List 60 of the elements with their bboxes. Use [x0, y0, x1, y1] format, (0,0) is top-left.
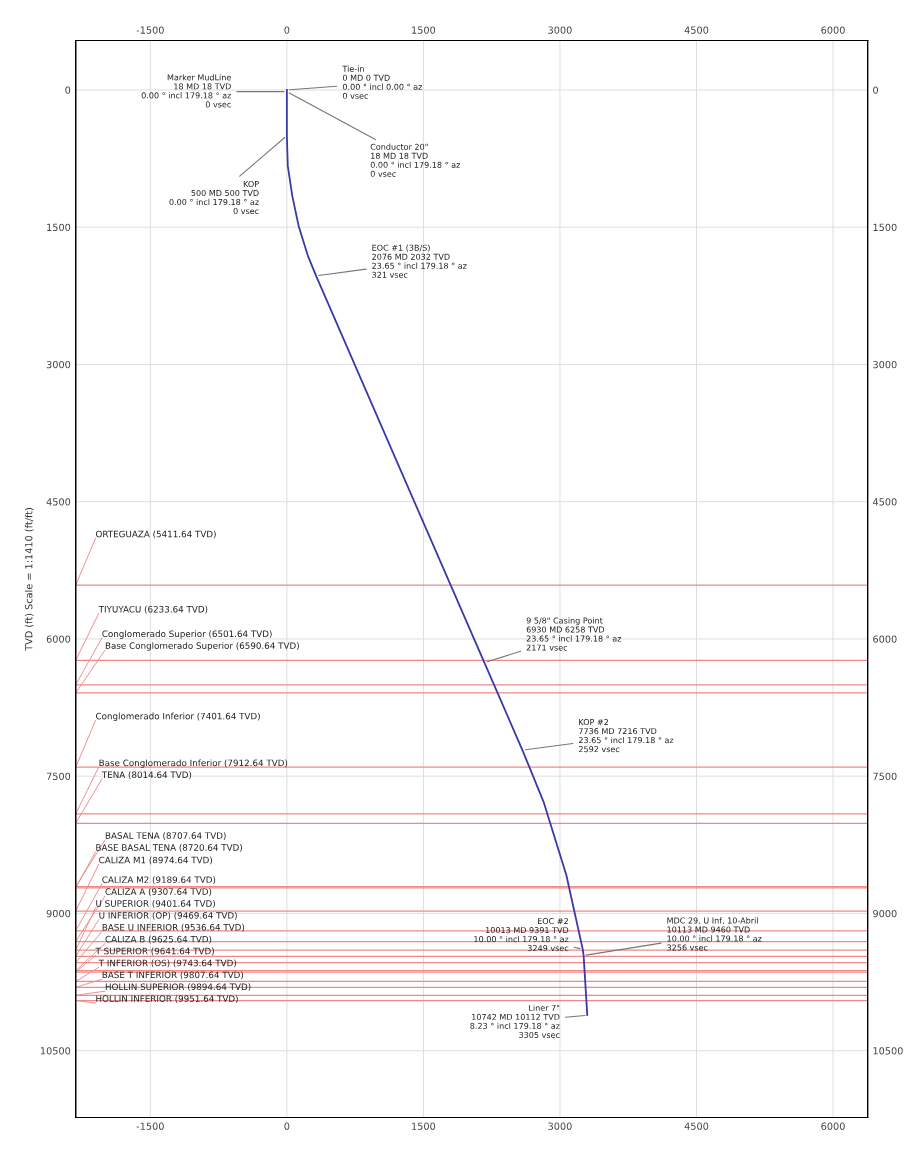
- y-axis-title: TVD (ft) Scale = 1:1410 (ft/ft): [24, 508, 34, 651]
- ref-line-label: U INFERIOR (OP) (9469.64 TVD): [99, 911, 237, 920]
- ref-line-label: T INFERIOR (OS) (9743.64 TVD): [98, 959, 237, 968]
- x-tick-label: -1500: [136, 1122, 164, 1130]
- annotation: KOP #2 7736 MD 7216 TVD 23.65 ° incl 179.18 ° az 2592 vsec: [578, 719, 674, 753]
- ref-line-label: T SUPERIOR (9641.64 TVD): [95, 947, 214, 956]
- ref-line-label: CALIZA A (9307.64 TVD): [105, 888, 212, 896]
- ref-line-label: Base Conglomerado Inferior (7912.64 TVD): [99, 759, 288, 768]
- ref-line-label: TENA (8014.64 TVD): [101, 771, 192, 780]
- ref-line-label: CALIZA M2 (9189.64 TVD): [102, 876, 216, 885]
- x2-tick-label: 1500: [412, 26, 436, 34]
- y-tick-label: 3000: [46, 360, 71, 369]
- y-tick-label: 1500: [47, 223, 71, 232]
- y2-tick-label: 7500: [873, 772, 897, 781]
- y2-tick-label: 9000: [873, 909, 897, 918]
- ref-line-label: HOLLIN INFERIOR (9951.64 TVD): [96, 995, 238, 1003]
- ref-line-label: ORTEGUAZA (5411.64 TVD): [95, 530, 216, 539]
- annotation: MDC 29, U Inf, 10-Abril 10113 MD 9460 TVD 10.00 ° incl 179.18 ° az 3256 vsec: [667, 917, 762, 951]
- ref-line-label: Base Conglomerado Superior (6590.64 TVD): [105, 642, 299, 651]
- ref-line-label: BASE BASAL TENA (8720.64 TVD): [96, 844, 242, 852]
- annotation: EOC #2 10013 MD 9391 TVD 10.00 ° incl 179.18 ° az 3249 vsec: [474, 918, 569, 952]
- y-tick-label: 0: [65, 86, 71, 94]
- y2-tick-label: 10500: [873, 1047, 903, 1055]
- x2-tick-label: 4500: [684, 26, 709, 34]
- y2-tick-label: 6000: [873, 635, 897, 643]
- y2-tick-label: 1500: [873, 223, 897, 232]
- x-tick-label: 4500: [684, 1122, 709, 1130]
- annotation: EOC #1 (3B/S) 2076 MD 2032 TVD 23.65 ° incl 179.18 ° az 321 vsec: [372, 244, 467, 278]
- y-tick-label: 4500: [46, 498, 71, 506]
- x-tick-label: 6000: [821, 1122, 845, 1130]
- y2-tick-label: 4500: [872, 498, 897, 506]
- ref-line-label: BASAL TENA (8707.64 TVD): [105, 832, 226, 840]
- x-tick-label: 3000: [548, 1122, 572, 1130]
- y-tick-label: 6000: [46, 635, 71, 643]
- y-tick-label: 10500: [40, 1047, 71, 1055]
- x2-tick-label: 0: [284, 26, 290, 34]
- x-tick-label: 0: [284, 1122, 290, 1130]
- ref-line-label: U SUPERIOR (9401.64 TVD): [96, 900, 215, 908]
- ref-line-label: BASE U INFERIOR (9536.64 TVD): [102, 923, 245, 932]
- annotation: Marker MudLine 18 MD 18 TVD 0.00 ° incl 179.18 ° az 0 vsec: [141, 74, 231, 108]
- x-tick-label: 1500: [412, 1122, 436, 1130]
- annotation: KOP 500 MD 500 TVD 0.00 ° incl 179.18 ° az 0 vsec: [169, 180, 259, 215]
- ref-line-label: Conglomerado Superior (6501.64 TVD): [102, 630, 272, 639]
- y2-tick-label: 0: [873, 86, 879, 94]
- ref-line-label: CALIZA B (9625.64 TVD): [105, 935, 212, 944]
- annotation: Conductor 20" 18 MD 18 TVD 0.00 ° incl 179.18 ° az 0 vsec: [370, 143, 461, 177]
- y2-tick-label: 3000: [873, 360, 897, 369]
- ref-line-label: CALIZA M1 (8974.64 TVD): [99, 856, 212, 865]
- annotation: Liner 7" 10742 MD 10112 TVD 8.23 ° incl 179.18 ° az 3305 vsec: [470, 1004, 560, 1038]
- y-tick-label: 7500: [46, 772, 71, 781]
- ref-line-label: BASE T INFERIOR (9807.64 TVD): [102, 971, 243, 980]
- legend-label: HOLLIN SUPERIOR (9894.64 TVD): [105, 983, 251, 992]
- x2-tick-label: -1500: [136, 26, 164, 34]
- y-tick-label: 9000: [46, 909, 71, 918]
- ref-line-label: TIYUYACU (6233.64 TVD): [98, 605, 208, 614]
- x2-tick-label: 3000: [548, 26, 572, 34]
- annotation: 9 5/8" Casing Point 6930 MD 6258 TVD 23.65 ° incl 179.18 ° az 2171 vsec: [526, 617, 622, 651]
- ref-line-label: Conglomerado Inferior (7401.64 TVD): [95, 712, 260, 722]
- x2-tick-label: 6000: [821, 26, 845, 34]
- annotation: Tie-in 0 MD 0 TVD 0.00 ° incl 0.00 ° az 0 vsec: [342, 65, 422, 99]
